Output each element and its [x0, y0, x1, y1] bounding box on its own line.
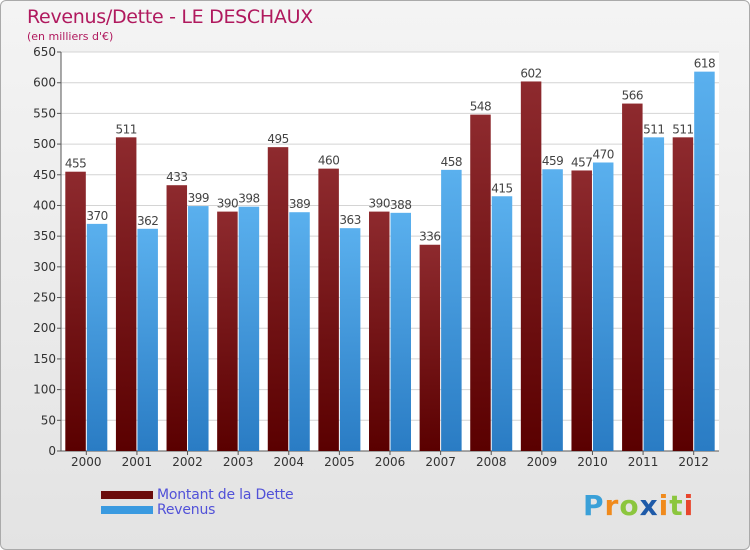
- chart-subtitle: (en milliers d'€): [27, 30, 114, 43]
- value-label-revenus: 370: [86, 209, 107, 223]
- value-label-revenus: 511: [643, 122, 664, 136]
- value-label-revenus: 389: [289, 197, 310, 211]
- y-tick-label: 400: [33, 198, 56, 212]
- bar-dette: [115, 137, 137, 451]
- logo-letter: x: [639, 489, 659, 522]
- bar-dette: [65, 171, 86, 451]
- x-tick-label: 2003: [223, 455, 254, 469]
- legend-label-dette: Montant de la Dette: [157, 486, 294, 503]
- value-label-dette: 495: [267, 132, 288, 146]
- legend-item-revenus: Revenus: [101, 501, 293, 518]
- bar-revenus: [643, 137, 665, 451]
- bar-revenus: [441, 169, 462, 451]
- bar-dette: [571, 170, 592, 452]
- value-label-revenus: 618: [694, 57, 715, 71]
- bar-dette: [622, 103, 643, 451]
- legend-label-revenus: Revenus: [157, 501, 216, 518]
- value-label-dette: 336: [419, 230, 440, 244]
- x-tick-label: 2010: [577, 455, 608, 469]
- bar-dette: [369, 211, 390, 451]
- bar-revenus: [86, 223, 108, 451]
- value-label-dette: 433: [166, 170, 187, 184]
- x-tick-label: 2000: [71, 455, 102, 469]
- y-tick-label: 550: [33, 106, 56, 120]
- y-tick-label: 450: [33, 168, 56, 182]
- value-label-dette: 566: [622, 89, 643, 103]
- bar-dette: [419, 244, 441, 451]
- y-tick-label: 600: [33, 76, 56, 90]
- y-tick-label: 300: [33, 260, 56, 274]
- legend: Montant de la Dette Revenus: [101, 486, 294, 518]
- x-tick-label: 2005: [324, 455, 355, 469]
- value-label-revenus: 459: [542, 154, 563, 168]
- x-tick-label: 2004: [273, 455, 304, 469]
- logo-letter: t: [669, 489, 684, 522]
- y-tick-label: 250: [33, 291, 56, 305]
- value-label-revenus: 399: [188, 191, 209, 205]
- value-label-dette: 457: [571, 155, 592, 169]
- x-tick-label: 2006: [375, 455, 406, 469]
- legend-item-dette: Montant de la Dette: [101, 486, 294, 503]
- value-label-dette: 511: [672, 122, 693, 136]
- logo-letter: r: [604, 489, 620, 522]
- y-tick-label: 350: [33, 229, 56, 243]
- bar-dette: [672, 137, 694, 451]
- value-label-dette: 511: [115, 122, 136, 136]
- value-label-revenus: 363: [339, 213, 360, 227]
- bar-revenus: [137, 228, 158, 451]
- bar-dette: [267, 147, 289, 451]
- bar-dette: [166, 185, 188, 451]
- value-label-dette: 548: [470, 100, 491, 114]
- bar-revenus: [339, 228, 361, 451]
- bar-revenus: [188, 206, 209, 451]
- bar-revenus: [694, 71, 715, 452]
- y-tick-label: 650: [33, 45, 56, 59]
- value-label-revenus: 470: [593, 147, 614, 161]
- bar-dette: [470, 114, 491, 451]
- bar-revenus: [491, 196, 513, 451]
- chart-title: Revenus/Dette - LE DESCHAUX: [27, 6, 313, 28]
- logo-letter: o: [619, 489, 640, 522]
- bar-revenus: [542, 169, 563, 451]
- x-tick-label: 2002: [172, 455, 203, 469]
- y-tick-label: 50: [41, 413, 56, 427]
- y-tick-label: 500: [33, 137, 56, 151]
- value-label-dette: 460: [318, 154, 339, 168]
- x-tick-label: 2012: [678, 455, 709, 469]
- value-label-dette: 390: [217, 197, 238, 211]
- x-tick-label: 2011: [628, 455, 659, 469]
- x-tick-label: 2001: [122, 455, 153, 469]
- value-label-revenus: 362: [137, 214, 158, 228]
- plot-area: [61, 52, 719, 451]
- value-label-dette: 602: [520, 66, 541, 80]
- y-tick-label: 100: [33, 383, 56, 397]
- bar-revenus: [390, 212, 411, 451]
- bar-dette: [520, 81, 542, 452]
- bar-dette: [217, 211, 238, 451]
- bar-revenus: [592, 162, 614, 451]
- value-label-revenus: 458: [441, 155, 462, 169]
- bar-dette: [318, 168, 339, 451]
- x-tick-label: 2009: [527, 455, 558, 469]
- logo-letter: P: [583, 489, 605, 522]
- value-label-revenus: 398: [238, 192, 259, 206]
- x-tick-label: 2008: [476, 455, 507, 469]
- value-label-revenus: 388: [390, 198, 411, 212]
- proxiti-logo: Proxiti: [583, 489, 694, 522]
- logo-letter: i: [658, 489, 670, 522]
- y-tick-label: 0: [48, 444, 56, 458]
- legend-swatch-dette: [101, 490, 153, 499]
- value-label-dette: 390: [369, 197, 390, 211]
- bar-revenus: [238, 206, 260, 451]
- y-tick-label: 200: [33, 321, 56, 335]
- legend-swatch-revenus: [101, 505, 153, 514]
- value-label-revenus: 415: [491, 181, 512, 195]
- bar-revenus: [289, 212, 310, 451]
- y-tick-label: 150: [33, 352, 56, 366]
- logo-letter: i: [683, 489, 695, 522]
- value-label-dette: 455: [65, 157, 86, 171]
- x-tick-label: 2007: [425, 455, 456, 469]
